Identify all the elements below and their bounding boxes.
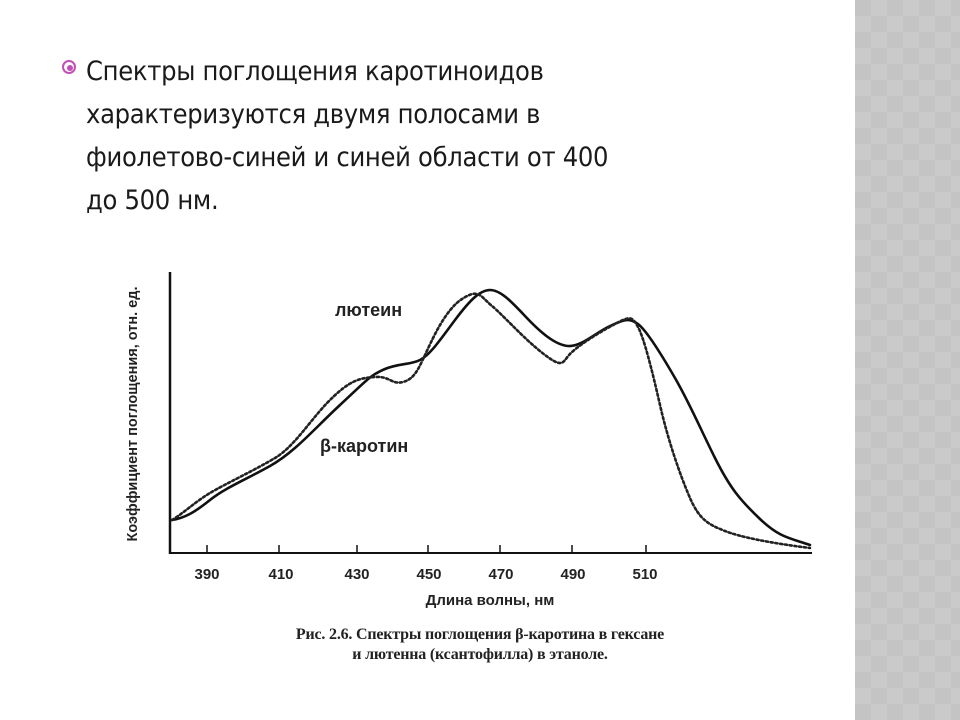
bullet-point: Спектры поглощения каротиноидов характер… [62, 50, 762, 222]
decorative-side-panel [855, 0, 960, 720]
x-tick-labels: 390 410 430 450 470 490 510 [194, 566, 657, 583]
slide: Спектры поглощения каротиноидов характер… [62, 50, 812, 665]
caption-line-2: и лютенна (ксантофилла) в этаноле. [352, 646, 608, 663]
bullet-circle-icon [62, 60, 76, 74]
absorption-spectrum-figure: 390 410 430 450 470 490 510 лютеин β-кар… [125, 272, 812, 665]
x-axis-label: Длина волны, нм [425, 592, 555, 609]
x-tick-430: 430 [344, 566, 369, 583]
x-tick-490: 490 [560, 566, 585, 583]
x-axis-ticks [206, 545, 647, 553]
bullet-line-3: фиолетово-синей и синей области от 400 [86, 142, 609, 173]
y-axis-label: Коэффициент поглощения, отн. ед. [125, 287, 141, 542]
beta-carotene-curve [170, 288, 812, 547]
bullet-line-4: до 500 нм. [86, 185, 219, 216]
beta-carotene-label: β-каротин [320, 436, 408, 456]
lutein-label: лютеин [335, 300, 402, 320]
lutein-curve [170, 292, 812, 550]
x-tick-410: 410 [268, 566, 293, 583]
x-tick-510: 510 [632, 566, 657, 583]
spectrum-chart: 390 410 430 450 470 490 510 лютеин β-кар… [125, 272, 812, 583]
bullet-line-2: характеризуются двумя полосами в [86, 99, 541, 130]
x-tick-470: 470 [488, 566, 513, 583]
caption-line-1: Рис. 2.6. Спектры поглощения β-каротина … [295, 626, 665, 643]
bullet-line-1: Спектры поглощения каротиноидов [86, 56, 544, 87]
x-tick-450: 450 [416, 566, 441, 583]
figure-caption: Рис. 2.6. Спектры поглощения β-каротина … [180, 625, 780, 665]
x-tick-390: 390 [194, 566, 219, 583]
bullet-text: Спектры поглощения каротиноидов характер… [86, 50, 762, 222]
